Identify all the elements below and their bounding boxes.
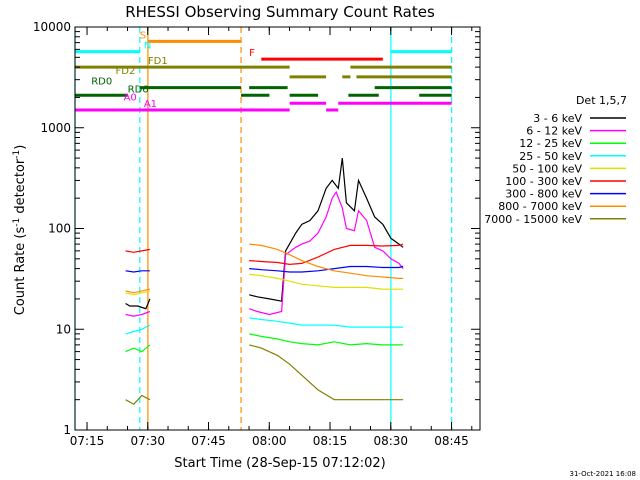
series-line-3-6-kev-1 [249,158,404,302]
footer-timestamp: 31-Oct-2021 16:08 [570,470,636,478]
x-tick-label: 07:15 [70,434,105,448]
y-axis-label: Count Rate (s-1 detector-1) [12,145,28,316]
y-tick-label: 10000 [33,20,71,34]
y-tick-label: 10 [56,322,71,336]
x-tick-label: 08:15 [313,434,348,448]
series-line-800-7000-kev-1 [249,243,404,279]
series-line-50-100-kev-0 [125,290,151,296]
flag-label-rd0: RD0 [91,77,112,88]
series-line-6-12-kev-1 [249,190,404,316]
series-line-800-7000-kev-0 [125,288,151,294]
flag-label-a0: A0 [124,92,137,103]
series-line-300-800-kev-0 [125,270,150,273]
legend-label-800-7000-kev: 800 - 7000 keV [498,200,582,213]
series-line-100-300-kev-0 [125,248,151,253]
flag-label-fd2: FD2 [116,66,136,77]
flag-label-n: N [144,41,151,52]
y-axis-label-mid: detector [13,158,28,218]
series-line-50-100-kev-1 [249,273,404,290]
x-tick-label: 08:00 [252,434,287,448]
legend-title: Det 1,5,7 [576,94,627,107]
legend-label-100-300-kev: 100 - 300 keV [505,175,582,188]
y-axis-label-sup: -1 [12,218,22,227]
series-line-300-800-kev-1 [249,265,404,273]
chart-title: RHESSI Observing Summary Count Rates [125,3,435,21]
flag-label-f: F [249,48,255,59]
series-line-7000-15000-kev-1 [249,344,404,401]
x-tick-label: 07:30 [130,434,165,448]
axes-layer: 07:15 07:30 07:45 08:00 08:15 08:30 08:45 1 10 10… [33,20,481,448]
legend-label-25-50-kev: 25 - 50 keV [519,150,582,163]
y-axis-label-end: ) [13,145,28,150]
series-line-12-25-kev-1 [249,333,404,346]
flag-label-rd6: RD6 [128,84,149,95]
series-line-25-50-kev-0 [125,324,151,335]
x-tick-label: 08:45 [434,434,469,448]
legend-label-12-25-kev: 12 - 25 keV [519,137,582,150]
series-line-25-50-kev-1 [249,317,404,328]
series-line-3-6-kev-0 [125,298,151,310]
y-tick-label: 1000 [40,121,71,135]
legend-label-7000-15000-kev: 7000 - 15000 keV [484,213,582,226]
y-tick-label: 1 [63,423,71,437]
x-axis-label: Start Time (28-Sep-15 07:12:02) [174,456,385,471]
legend-label-300-800-kev: 300 - 800 keV [505,188,582,201]
legend-label-6-12-kev: 6 - 12 keV [526,125,582,138]
series-line-6-12-kev-0 [125,310,151,317]
series-line-100-300-kev-1 [249,243,404,266]
legend-label-3-6-kev: 3 - 6 keV [533,112,582,125]
x-tick-label: 08:30 [373,434,408,448]
flag-label-fd1: FD1 [148,56,168,67]
y-tick-label: 100 [48,222,71,236]
series-line-12-25-kev-0 [125,344,151,353]
flag-label-s: S [140,30,146,41]
flag-label-a1: A1 [144,99,157,110]
y-axis-label-sup2: -1 [12,150,22,159]
x-tick-label: 07:45 [191,434,226,448]
legend-label-50-100-kev: 50 - 100 keV [512,162,582,175]
series-line-7000-15000-kev-0 [125,394,151,406]
y-axis-label-main: Count Rate (s [13,227,28,316]
